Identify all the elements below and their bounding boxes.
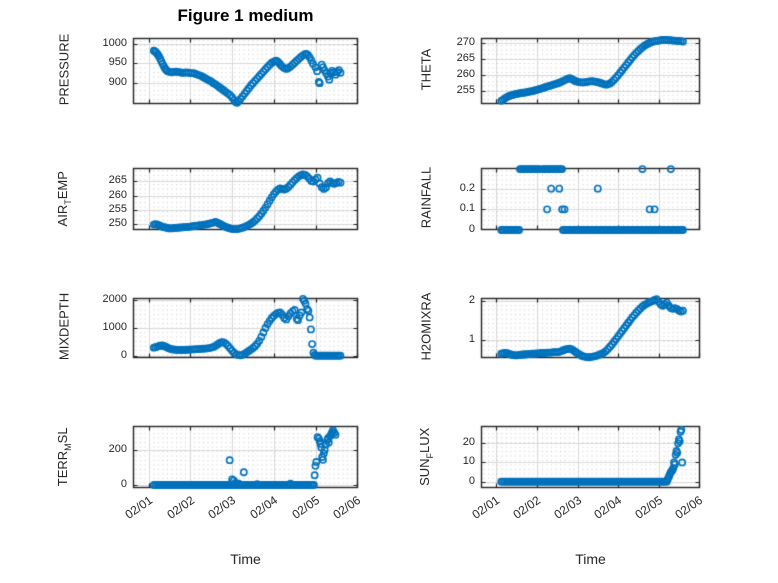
y-tick-label: 10 xyxy=(462,455,475,468)
y-tick-label: 270 xyxy=(456,35,475,48)
figure-title: Figure 1 medium xyxy=(177,6,314,25)
y-tick-label: 20 xyxy=(462,436,475,449)
y-tick-label: 250 xyxy=(108,217,127,230)
y-tick-label: 0.2 xyxy=(459,181,475,194)
y-tick-label: 0 xyxy=(468,223,475,235)
y-tick-label: 265 xyxy=(108,174,127,187)
plot-area-h2omixra xyxy=(474,291,707,365)
y-tick-label: 1 xyxy=(468,332,475,345)
y-tick-label: 1000 xyxy=(102,321,127,333)
y-tick-label: 900 xyxy=(108,75,127,88)
y-tick-label: 265 xyxy=(456,51,475,64)
y-tick-label: 0.1 xyxy=(459,202,475,215)
y-tick-label: 255 xyxy=(456,84,475,97)
x-axis-label-right: Time xyxy=(575,551,606,567)
y-tick-label: 0 xyxy=(120,348,127,361)
plot-area-sun_flux xyxy=(474,419,707,495)
y-tick-label: 260 xyxy=(456,68,475,81)
y-tick-label: 0 xyxy=(468,474,475,487)
plot-area-air_temp xyxy=(126,161,365,237)
y-tick-label: 255 xyxy=(108,202,127,215)
y-axis-title-sun_flux: SUNFLUX xyxy=(417,427,435,486)
y-tick-label: 2000 xyxy=(102,293,127,306)
plot-area-pressure xyxy=(126,31,365,111)
y-tick-label: 0 xyxy=(120,477,127,490)
x-axis-label-left: Time xyxy=(230,551,261,567)
plot-area-mixdepth xyxy=(126,291,365,365)
y-tick-label: 950 xyxy=(108,56,127,69)
plot-area-rainfall xyxy=(474,161,707,237)
y-tick-label: 2 xyxy=(468,294,475,307)
y-tick-label: 200 xyxy=(108,442,127,455)
y-tick-label: 260 xyxy=(108,188,127,201)
plot-area-terr_msl xyxy=(126,419,365,495)
plot-area-theta xyxy=(474,31,707,111)
y-tick-label: 1000 xyxy=(102,37,127,50)
y-axis-title-terr_msl: TERRMSL xyxy=(55,427,73,487)
